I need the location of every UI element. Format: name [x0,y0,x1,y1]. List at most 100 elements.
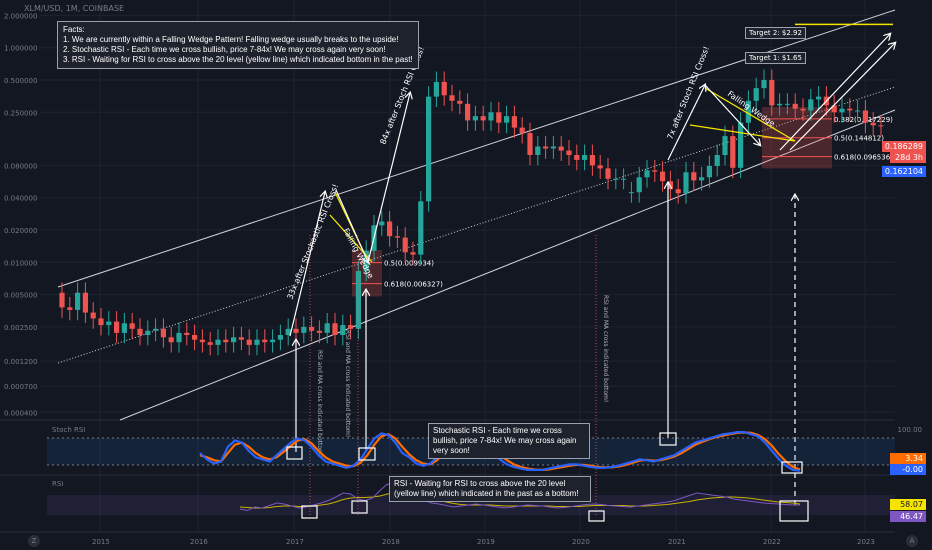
candle-body [394,236,400,238]
candle-body [519,127,525,134]
candle-body [293,328,299,333]
fib-right-label: 0.618(0.096536) [834,154,893,162]
x-tick-label: 2019 [477,538,495,546]
candle-body [301,326,307,333]
candle-body [199,339,205,343]
stoch-pane-label: Stoch RSI [52,426,86,434]
fib-left-05-label: 0.5(0.009934) [384,260,434,268]
arrow [704,84,760,145]
candle-body [652,170,658,172]
candle-body [628,192,634,194]
annotation-rsi-ma-3: RSI and MA cross indicated bottom! [602,295,609,402]
ticker-title: XLM/USD, 1M, COINBASE [24,4,125,13]
candle-body [706,165,712,178]
candle-body [324,323,330,333]
annotation-rsi-ma-1: RSI and MA cross indicated bottom! [316,350,323,457]
candle-body [340,325,346,336]
candle-body [75,292,81,310]
candle-body [792,103,798,109]
target-1-label[interactable]: Target 1: $1.65 [745,52,806,64]
candle-body [449,95,455,101]
candle-body [433,81,439,97]
highlight-box [358,447,376,461]
highlight-box [351,500,368,514]
candle-body [722,136,728,155]
highlight-box [301,505,318,519]
candle-body [511,116,517,128]
arrow [289,192,325,337]
candle-body [480,116,486,121]
stoch-d-badge: 3.34 [890,453,926,464]
candle-body [355,270,361,329]
y-tick-label: 0.001200 [4,358,37,366]
y-tick-label: 0.250000 [4,109,37,117]
candle-body [862,110,868,123]
candle-body [254,339,260,345]
highlight-box [779,500,809,522]
candle-body [496,112,502,123]
candle-body [738,122,744,168]
arrow [367,93,410,263]
candle-body [777,103,783,106]
fib-right-label: 0.5(0.144812) [834,135,884,143]
arrow [789,43,895,151]
candle-body [847,108,853,111]
x-tick-label: 2015 [92,538,110,546]
y-tick-label: 0.010000 [4,259,37,267]
candle-body [402,237,408,253]
candle-body [90,312,96,319]
candle-body [535,146,541,155]
candle-body [160,328,166,338]
candle-body [753,88,759,101]
candle-body [246,339,252,345]
candle-body [106,321,112,326]
candle-body [800,108,806,111]
fibonacci-zones: 0.5(0.009934)0.618(0.006327)0.382(0.2172… [352,107,893,297]
candle-body [153,328,159,331]
candle-body [745,100,751,123]
wedge-right-lower [689,124,796,142]
x-tick-label: 2017 [286,538,304,546]
stoch-rsi-note[interactable]: Stochastic RSI - Each time we cross bull… [428,423,590,459]
rsi-note[interactable]: RSI - Waiting for RSI to cross above the… [389,476,591,502]
candle-body [488,112,494,121]
target-2-label[interactable]: Target 2: $2.92 [745,27,806,39]
candle-body [129,323,135,329]
candle-body [784,103,790,105]
highlight-box [781,461,803,474]
candle-body [121,323,127,333]
candle-body [262,339,268,343]
fib-left-0618-label: 0.618(0.006327) [384,281,443,289]
candle-body [691,172,697,181]
candle-body [114,321,120,333]
candle-body [558,146,564,151]
candle-body [309,326,315,331]
candle-body [660,171,666,182]
y-tick-label: 0.000700 [4,383,37,391]
candle-body [348,325,354,329]
candle-body [527,133,533,155]
candle-body [277,335,283,340]
candle-body [566,150,572,155]
x-tick-label: 2016 [190,538,208,546]
facts-note[interactable]: Facts: 1. We are currently within a Fall… [57,21,419,69]
y-tick-label: 0.000400 [4,409,37,417]
candle-body [504,116,510,123]
candle-body [67,307,73,310]
candle-body [457,100,463,104]
stoch-k-badge: -0.00 [890,464,926,475]
auto-scale-icon[interactable]: A [906,535,918,547]
candle-body [137,328,143,336]
candle-body [82,292,88,313]
rsi-lower-badge: 46.47 [890,511,926,522]
candle-body [410,252,416,255]
zoom-icon[interactable]: Z [28,535,40,547]
last-price-badge: 0.186289 [881,141,926,152]
ascending-channel [57,9,896,421]
candle-body [59,292,65,308]
candle-body [145,330,151,336]
x-axis: 2015 2016 2017 2018 2019 2020 2021 2022 2023 [92,538,875,546]
x-tick-label: 2021 [668,538,686,546]
rsi-line [239,483,800,512]
